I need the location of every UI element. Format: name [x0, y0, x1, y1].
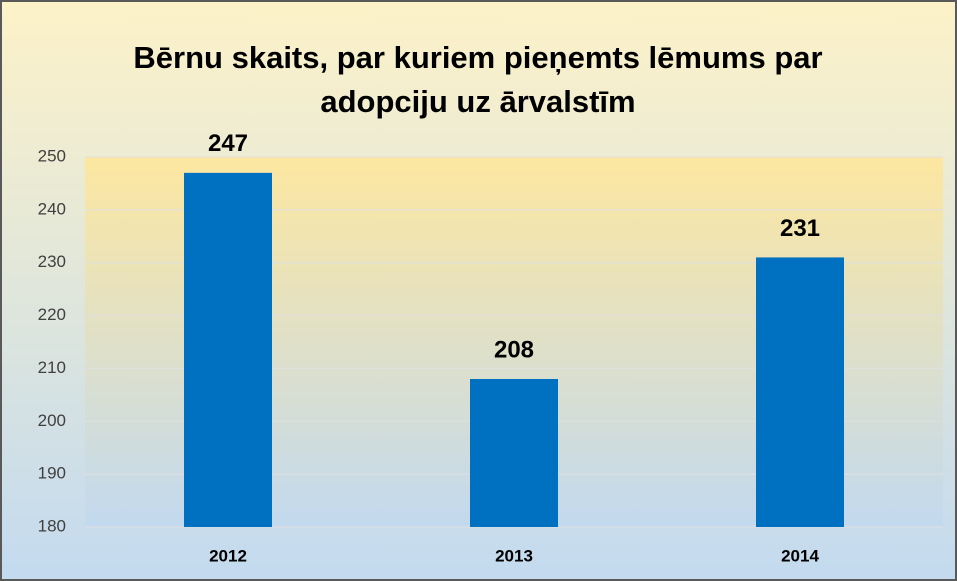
y-tick-label: 180 [38, 516, 66, 535]
x-tick-label: 2014 [781, 546, 819, 565]
bar [756, 257, 844, 527]
y-tick-label: 190 [38, 464, 66, 483]
y-tick-label: 210 [38, 358, 66, 377]
x-tick-label: 2012 [209, 546, 247, 565]
data-label: 208 [494, 336, 534, 363]
y-tick-label: 220 [38, 305, 66, 324]
data-label: 231 [780, 215, 820, 242]
bar [470, 379, 558, 527]
y-tick-label: 230 [38, 252, 66, 271]
chart-title: Bērnu skaits, par kuriem pieņemts lēmums… [133, 40, 823, 119]
y-tick-label: 240 [38, 199, 66, 218]
y-tick-label: 200 [38, 411, 66, 430]
x-tick-label: 2013 [495, 546, 533, 565]
bar [184, 172, 272, 527]
data-label: 247 [208, 130, 248, 157]
y-tick-label: 250 [38, 146, 66, 165]
